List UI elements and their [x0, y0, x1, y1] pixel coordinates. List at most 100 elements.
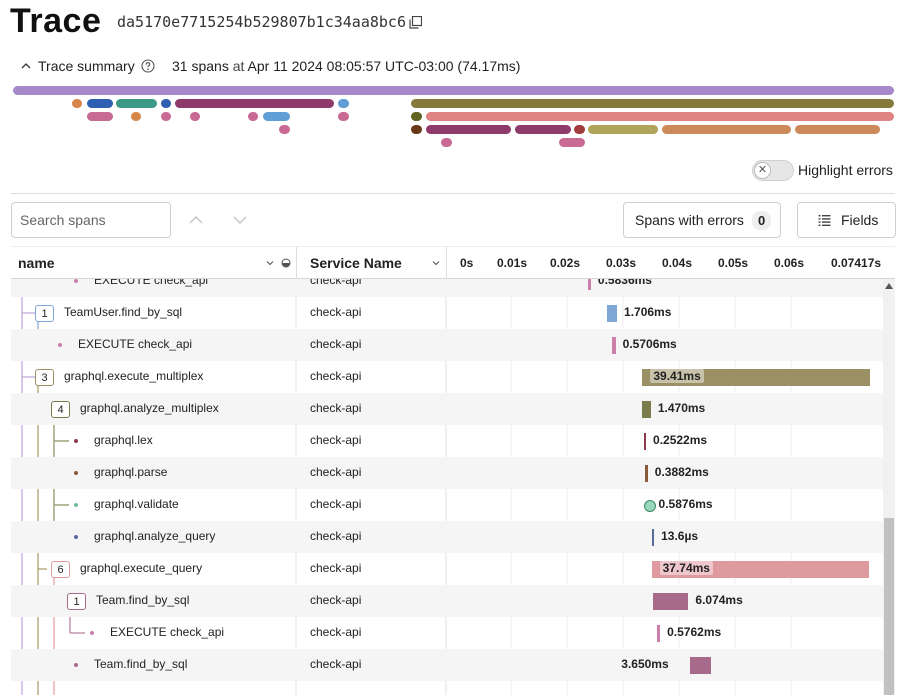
column-header-service[interactable]: Service Name	[310, 255, 402, 271]
span-duration-label: 0.5762ms	[667, 625, 722, 639]
span-duration-bar[interactable]	[645, 465, 648, 482]
service-name: check-api	[310, 401, 362, 415]
timeline-tick-label: 0.05s	[718, 256, 749, 270]
scrollbar-thumb[interactable]	[884, 518, 894, 695]
span-dot	[74, 663, 78, 667]
minimap-bar	[515, 125, 571, 134]
half-circle-icon[interactable]	[281, 258, 291, 268]
minimap-bar	[559, 138, 585, 147]
service-name: check-api	[310, 561, 362, 575]
child-count-toggle[interactable]: 1	[35, 305, 54, 322]
minimap-bar	[795, 125, 880, 134]
span-row[interactable]: graphql.analyze_query check-api 13.6µs	[11, 521, 883, 553]
chevron-down-icon[interactable]	[232, 212, 248, 228]
span-duration-label: 39.41ms	[650, 369, 704, 383]
span-duration-bar[interactable]	[653, 593, 689, 610]
span-name: graphql.analyze_query	[94, 529, 216, 543]
column-divider[interactable]	[296, 247, 297, 279]
span-duration-bar[interactable]	[587, 279, 591, 290]
service-name: check-api	[310, 337, 362, 351]
chevron-down-icon[interactable]	[265, 258, 275, 268]
timeline-tick-label: 0.01s	[497, 256, 528, 270]
service-name: check-api	[310, 305, 362, 319]
span-row[interactable]: EXECUTE check_api check-api 0.5762ms	[11, 617, 883, 649]
chevron-up-icon[interactable]	[188, 212, 204, 228]
help-icon[interactable]	[141, 59, 155, 73]
span-row[interactable]: EXECUTE check_api check-api 0.5836ms	[11, 279, 883, 297]
span-duration-label: 0.5876ms	[658, 497, 713, 511]
trace-timestamp: Apr 11 2024 08:05:57 UTC-03:00	[247, 58, 454, 74]
span-duration-bar[interactable]	[690, 657, 712, 674]
span-row[interactable]: 1 Team.find_by_sql check-api 6.074ms	[11, 585, 883, 617]
span-name: graphql.validate	[94, 497, 179, 511]
spans-count: 31 spans	[172, 58, 229, 74]
span-duration-label: 0.5836ms	[597, 279, 652, 287]
service-name: check-api	[310, 369, 362, 383]
child-count-toggle[interactable]: 1	[67, 593, 86, 610]
minimap-bar	[411, 125, 422, 134]
span-duration-bar[interactable]	[642, 369, 870, 386]
minimap-bar	[131, 112, 141, 121]
minimap-bar	[588, 125, 658, 134]
trace-duration: (74.17ms)	[457, 58, 521, 74]
minimap-bar	[426, 112, 894, 121]
span-row[interactable]: graphql.validate check-api 0.5876ms	[11, 489, 883, 521]
minimap-bar	[338, 112, 349, 121]
service-name: check-api	[310, 279, 362, 287]
span-row[interactable]: 4 graphql.analyze_multiplex check-api 1.470…	[11, 393, 883, 425]
span-row[interactable]: EXECUTE check_api check-api 0.5706ms	[11, 329, 883, 361]
minimap-bar	[426, 125, 511, 134]
trace-summary-toggle[interactable]: Trace summary	[20, 58, 135, 74]
minimap-bar	[87, 112, 113, 121]
span-row[interactable]: graphql.parse check-api 0.3882ms	[11, 457, 883, 489]
span-row[interactable]: 1 TeamUser.find_by_sql check-api 1.706ms	[11, 297, 883, 329]
span-table-body: EXECUTE check_api check-api 0.5836ms 1 TeamU…	[11, 279, 883, 695]
span-name: Team.find_by_sql	[94, 657, 188, 671]
close-icon: ✕	[754, 162, 771, 179]
span-row[interactable]: Team.find_by_sql check-api 3.650ms	[11, 649, 883, 681]
service-name: check-api	[310, 657, 362, 671]
span-duration-bar[interactable]	[642, 401, 651, 418]
minimap-bar	[441, 138, 452, 147]
span-row[interactable]: 6 graphql.execute_query check-api 37.74ms	[11, 553, 883, 585]
copy-icon[interactable]	[409, 16, 422, 29]
highlight-errors-toggle[interactable]: ✕	[752, 160, 794, 181]
span-duration-bar[interactable]	[651, 561, 870, 578]
span-duration-bar[interactable]	[643, 433, 647, 450]
span-duration-bar[interactable]	[656, 625, 661, 642]
minimap-bar	[116, 99, 157, 108]
minimap-bar	[279, 125, 290, 134]
minimap-bar	[87, 99, 113, 108]
column-header-name[interactable]: name	[18, 255, 55, 271]
highlight-errors-label: Highlight errors	[798, 162, 893, 178]
trace-summary-label: Trace summary	[38, 58, 135, 74]
span-name: graphql.execute_query	[80, 561, 203, 575]
chevron-down-icon[interactable]	[431, 258, 441, 268]
span-duration-bar[interactable]	[651, 529, 655, 546]
minimap-bar	[411, 99, 894, 108]
child-count-toggle[interactable]: 4	[51, 401, 70, 418]
span-duration-bar[interactable]	[644, 500, 657, 512]
spans-with-errors-button[interactable]: Spans with errors 0	[623, 202, 781, 238]
spans-with-errors-label: Spans with errors	[635, 212, 744, 228]
trace-minimap[interactable]	[0, 84, 899, 154]
scroll-up-arrow-icon[interactable]	[885, 283, 893, 289]
column-divider[interactable]	[446, 247, 447, 279]
span-row[interactable]: 3 graphql.execute_multiplex check-api 39.41…	[11, 361, 883, 393]
span-duration-label: 1.470ms	[657, 401, 706, 415]
minimap-bar	[175, 99, 334, 108]
span-dot	[74, 439, 78, 443]
span-duration-label: 0.2522ms	[653, 433, 708, 447]
search-input[interactable]	[11, 202, 171, 238]
fields-button[interactable]: Fields	[797, 202, 896, 238]
span-row[interactable]: graphql.lex check-api 0.2522ms	[11, 425, 883, 457]
child-count-toggle[interactable]: 6	[51, 561, 70, 578]
span-duration-bar[interactable]	[607, 305, 618, 322]
span-duration-bar[interactable]	[612, 337, 616, 354]
span-name: TeamUser.find_by_sql	[64, 305, 183, 319]
child-count-toggle[interactable]: 3	[35, 369, 54, 386]
page-title: Trace	[10, 2, 102, 40]
span-name: graphql.lex	[94, 433, 153, 447]
timeline-tick-label: 0.06s	[774, 256, 805, 270]
scrollbar[interactable]	[883, 279, 895, 695]
